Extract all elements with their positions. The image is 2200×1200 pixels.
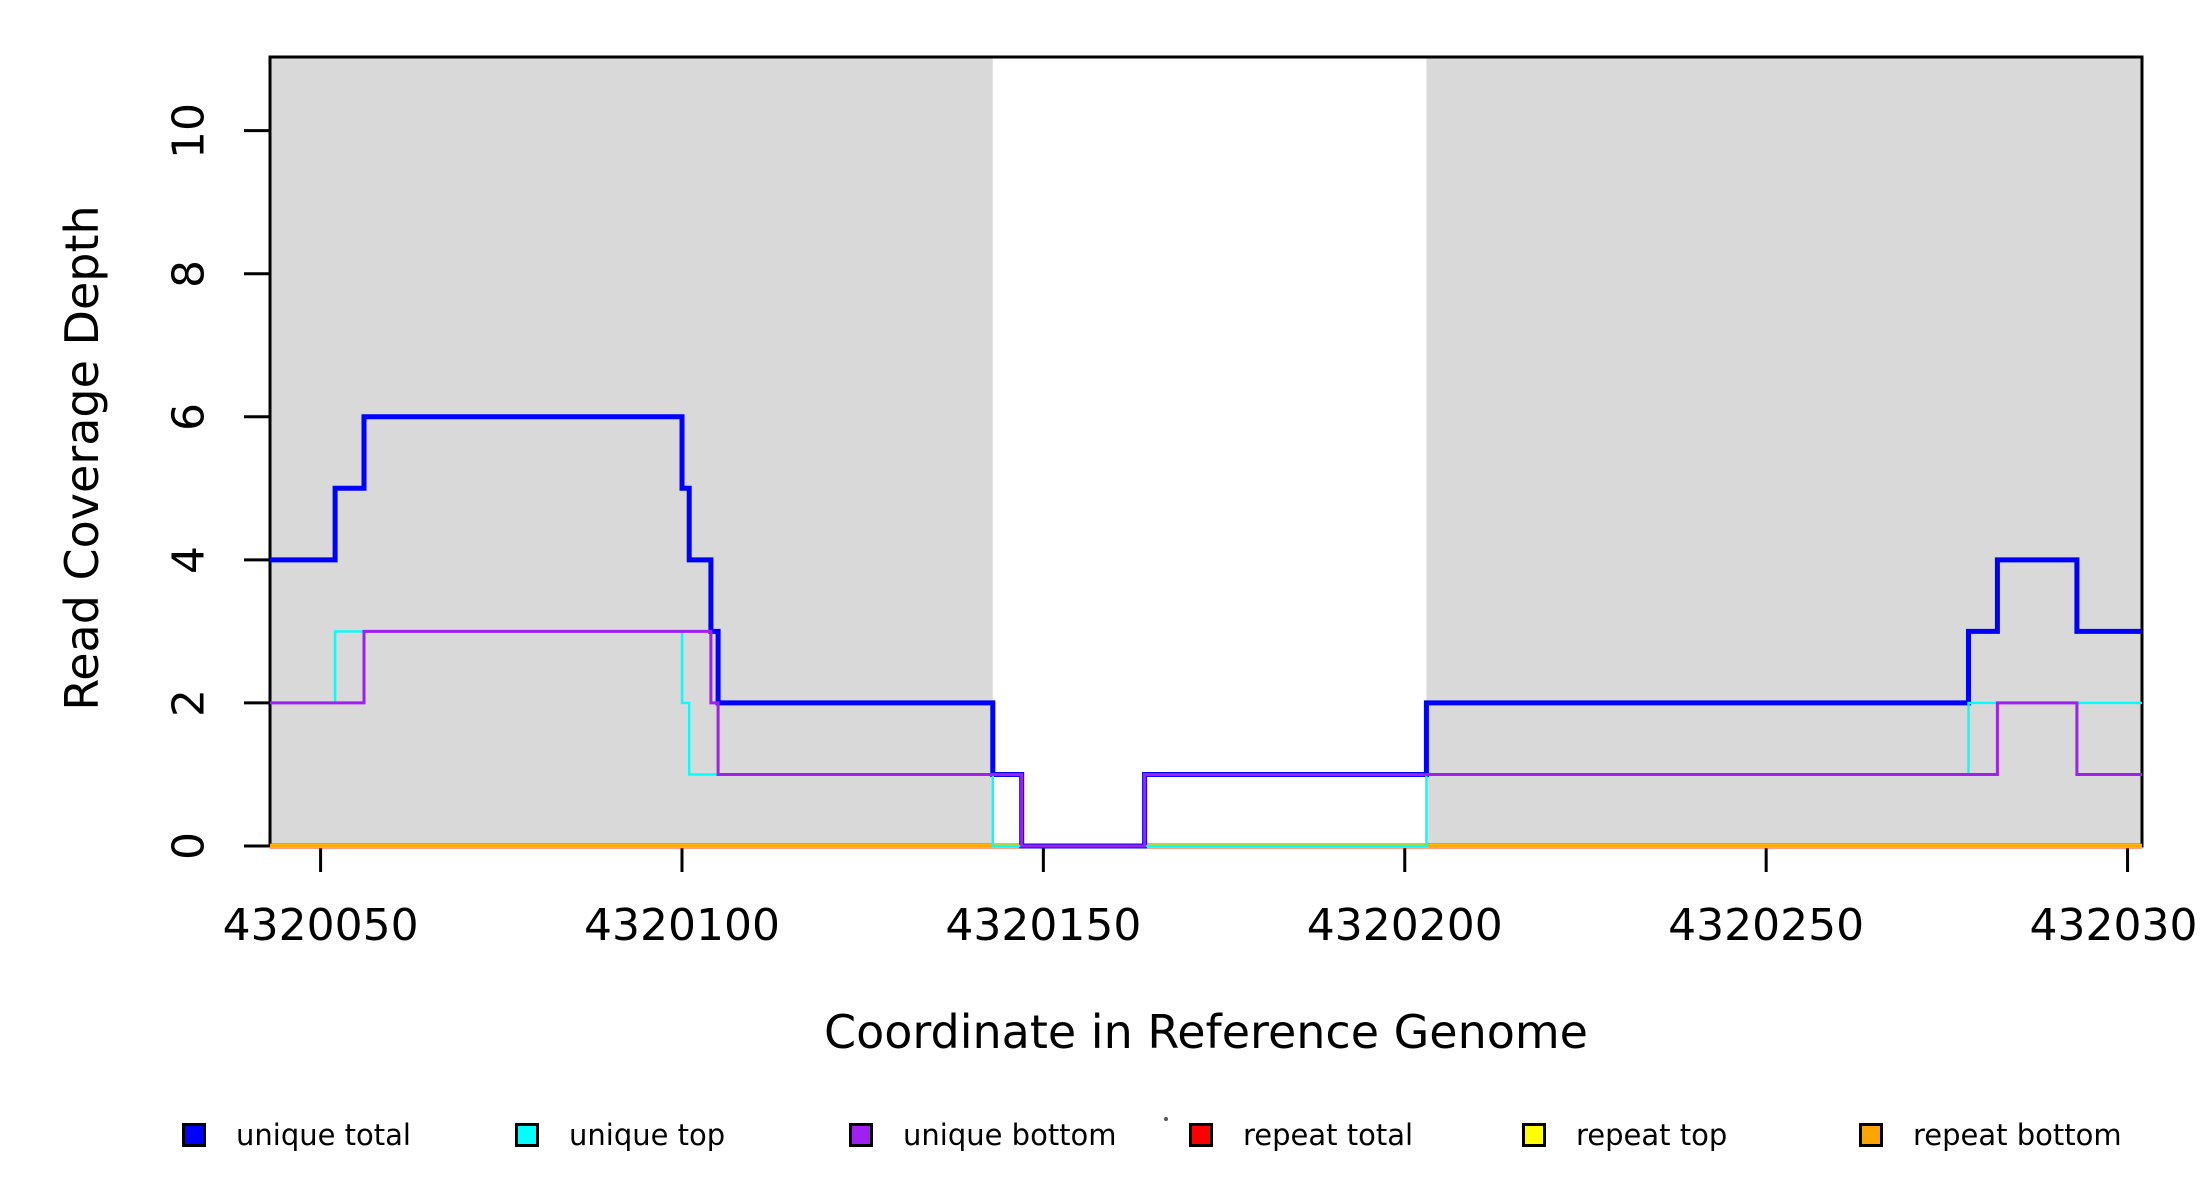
- y-tick-label: 8: [163, 259, 215, 288]
- y-tick-label: 0: [163, 832, 215, 860]
- series-line-unique-total: [270, 414, 2142, 849]
- y-tick-label: 6: [163, 402, 215, 431]
- y-axis-title: Read Coverage Depth: [55, 205, 109, 711]
- y-tick-label: 4: [163, 545, 215, 574]
- y-tick-label: 10: [163, 102, 215, 159]
- x-tick-label: 4320050: [222, 900, 419, 951]
- x-tick-label: 4320100: [584, 900, 780, 951]
- shaded-repeat-region: [1426, 57, 2142, 846]
- x-tick-label: 4320200: [1306, 900, 1503, 951]
- shaded-repeat-region: [270, 57, 993, 846]
- series-line-unique-bottom: [270, 629, 2142, 848]
- y-tick-label: 2: [163, 688, 215, 717]
- x-tick-label: 4320250: [1668, 900, 1865, 951]
- x-axis-title: Coordinate in Reference Genome: [824, 1005, 1588, 1059]
- x-tick-label: 4320150: [945, 900, 1142, 951]
- stray-dot-artifact: [1164, 1117, 1168, 1121]
